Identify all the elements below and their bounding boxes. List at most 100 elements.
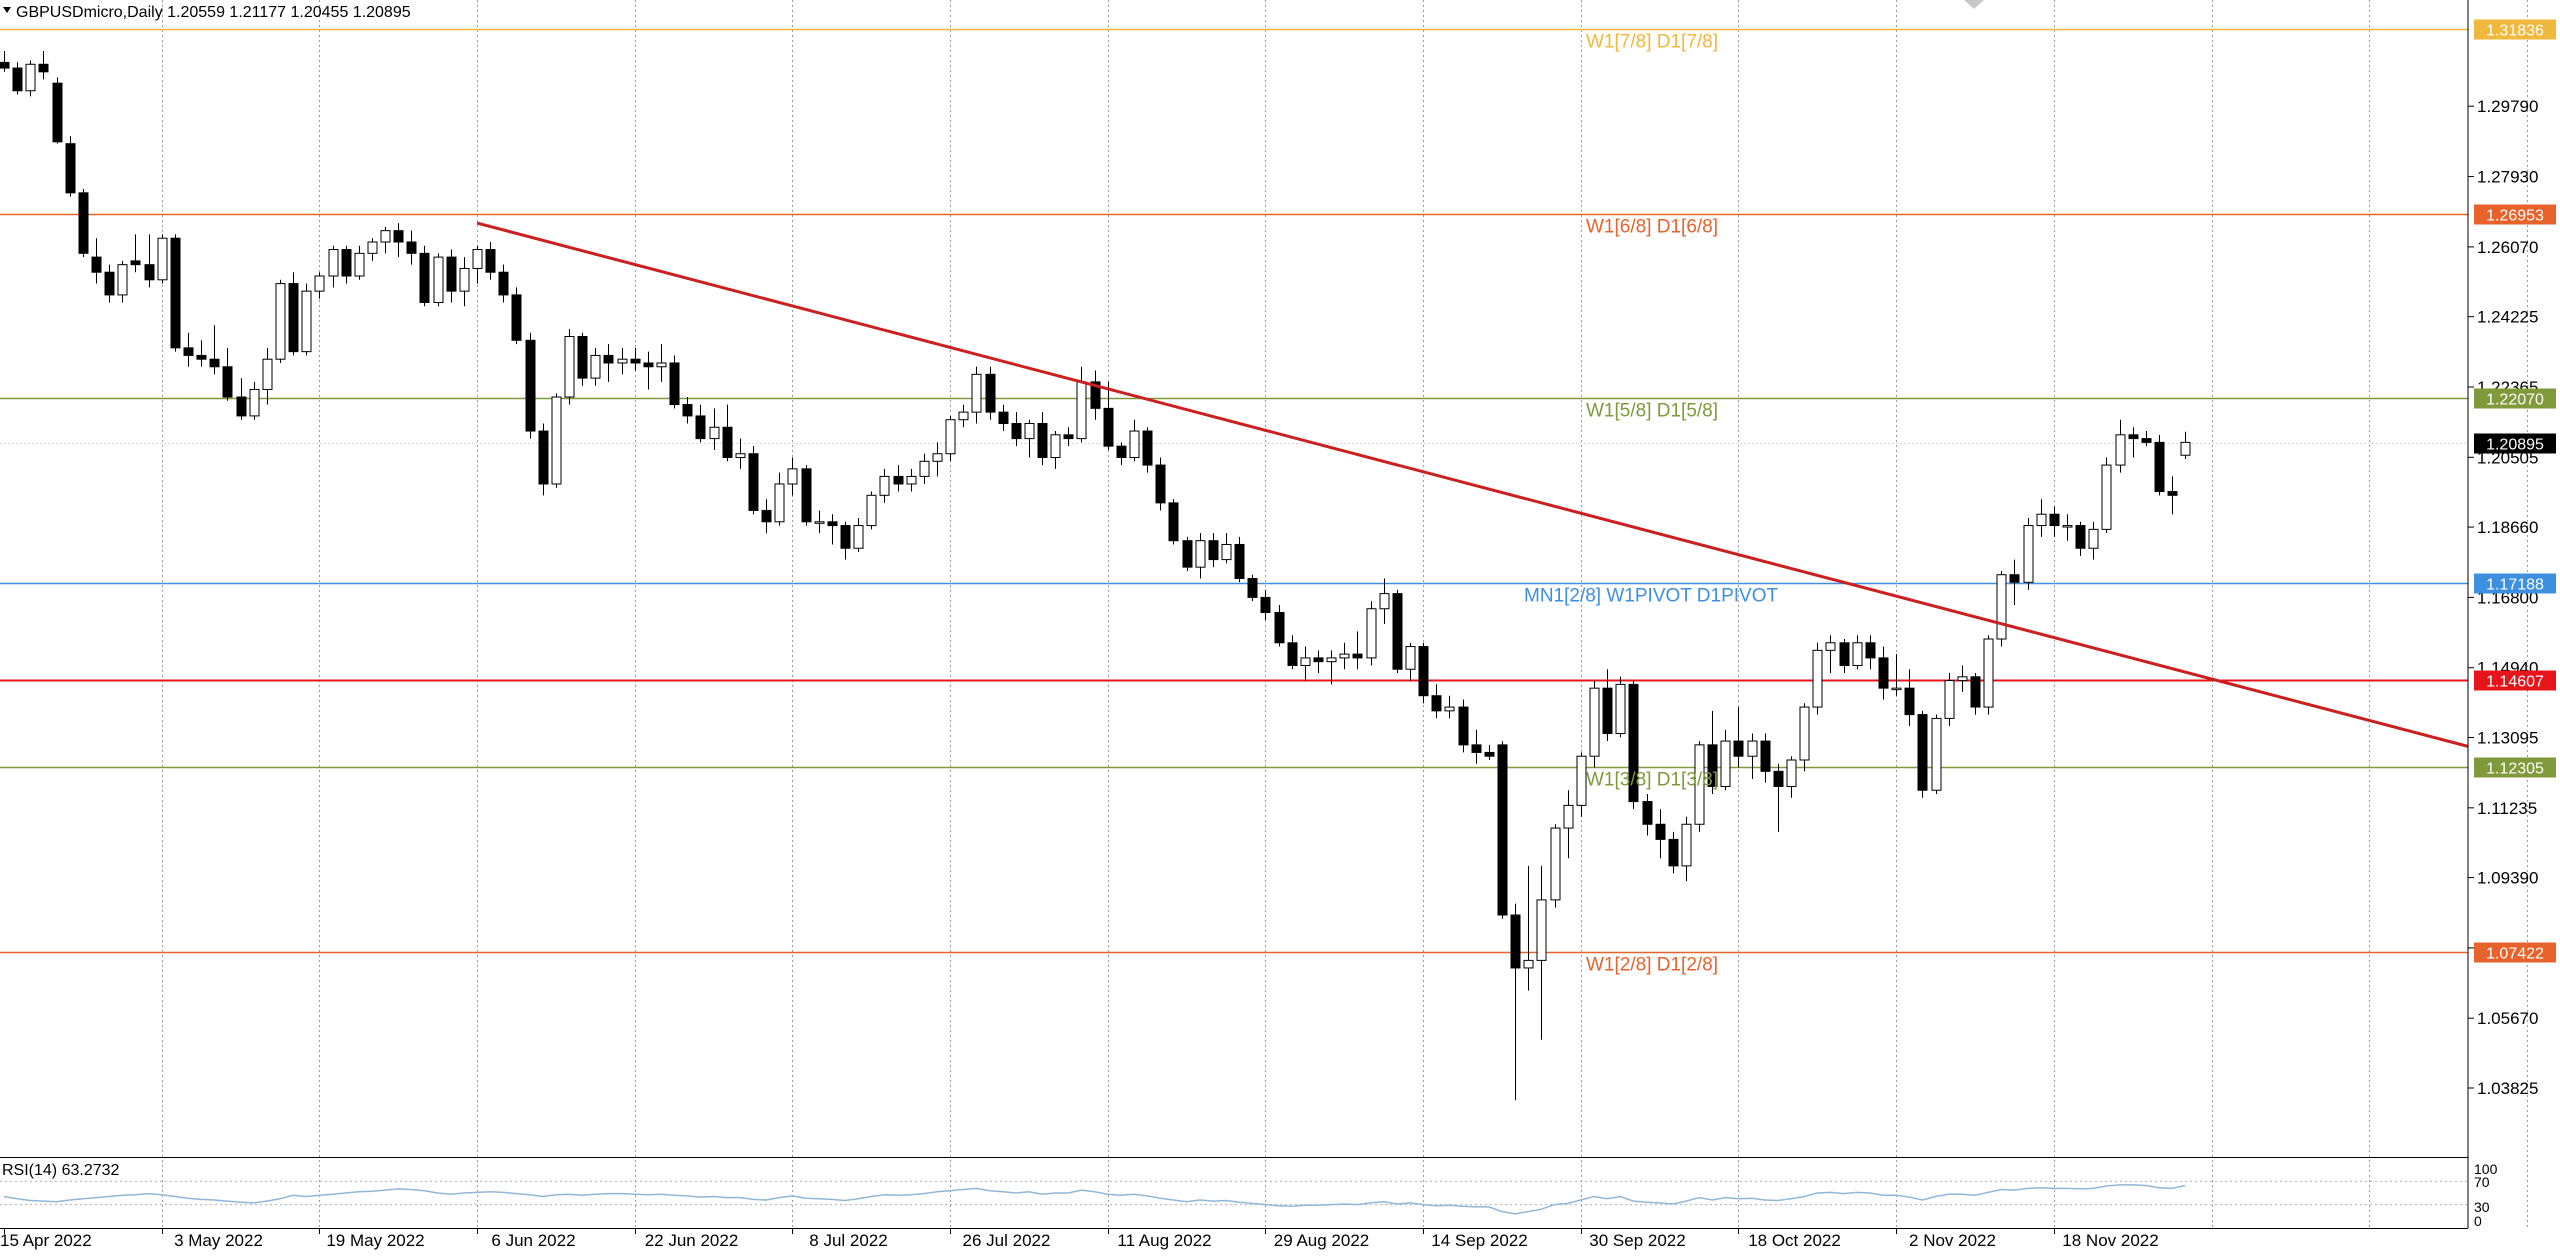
candle-bear: [840, 525, 851, 549]
price-tag: [2474, 573, 2556, 594]
candle-bear: [1247, 578, 1258, 598]
candle-bear: [1234, 543, 1245, 579]
candle-bull: [866, 494, 877, 527]
price-tag: [2474, 19, 2556, 40]
time-tick-label: 26 Jul 2022: [963, 1231, 1051, 1250]
candle-bull: [275, 283, 286, 360]
candle-bull: [1195, 540, 1206, 568]
candle-bull: [1405, 646, 1416, 670]
candle-bull: [1589, 687, 1600, 757]
candle-bear: [1037, 422, 1048, 459]
candle-bear: [1733, 740, 1744, 757]
candle-bear: [1287, 642, 1298, 666]
candle-bear: [1628, 683, 1639, 803]
price-tick-label: 1.03825: [2477, 1079, 2538, 1098]
candle-bull: [551, 396, 562, 485]
candle-bear: [1668, 838, 1679, 867]
candle-bear: [52, 82, 63, 143]
candle-bear: [630, 358, 641, 364]
rsi-tick-label: 30: [2474, 1199, 2490, 1215]
candle-bull: [774, 483, 785, 523]
time-tick-label: 15 Apr 2022: [0, 1231, 92, 1250]
candle-bull: [879, 475, 890, 496]
trendline[interactable]: [476, 221, 2469, 748]
price-tick-label: 1.18660: [2477, 518, 2538, 537]
time-tick-label: 19 May 2022: [326, 1231, 424, 1250]
candle-bull: [2023, 525, 2034, 583]
candle-bull: [2036, 513, 2047, 527]
price-tick-label: 1.27930: [2477, 168, 2538, 187]
chart-shift-marker-icon[interactable]: [1964, 0, 1984, 9]
price-tag-text: 1.17188: [2486, 577, 2544, 594]
candle-bear: [393, 230, 404, 243]
time-tick-label: 22 Jun 2022: [645, 1231, 739, 1250]
candle-bear: [1313, 657, 1324, 663]
price-tags: 1.31836 1.26953 1.22070 1.17188 1.14607 1.123…: [2474, 19, 2556, 963]
candle-bull: [367, 241, 378, 254]
candle-bear: [0, 61, 10, 69]
candle-bull: [1996, 574, 2007, 640]
price-tick-label: 1.11235: [2477, 799, 2537, 818]
candle-bull: [971, 373, 982, 413]
candle-bear: [2049, 513, 2060, 527]
candle-bear: [498, 271, 509, 296]
candle-bear: [1760, 740, 1771, 772]
candle-bull: [564, 336, 575, 398]
candle-bear: [538, 430, 549, 485]
candle-bull: [932, 453, 943, 462]
candle-bull: [590, 354, 601, 379]
candle-bear: [1970, 676, 1981, 708]
time-tick-label: 30 Sep 2022: [1589, 1231, 1685, 1250]
candle-bull: [262, 358, 273, 390]
candle-bear: [12, 67, 23, 92]
current-price-tag-text: 1.20895: [2486, 437, 2544, 454]
candle-bear: [1642, 801, 1653, 825]
candle-bull: [2088, 528, 2099, 549]
candle-bull: [157, 237, 168, 281]
time-tick-label: 29 Aug 2022: [1274, 1231, 1369, 1250]
candle-bull: [2062, 525, 2073, 528]
price-tag: [2474, 204, 2556, 225]
candle-bear: [65, 143, 76, 194]
time-tick-label: 11 Aug 2022: [1117, 1231, 1211, 1250]
price-tag-text: 1.26953: [2486, 208, 2544, 225]
collapse-triangle-icon[interactable]: [3, 7, 11, 13]
candle-bear: [682, 404, 693, 417]
candle-bull: [1563, 804, 1574, 829]
price-tag: [2474, 757, 2556, 778]
price-tick-label: 1.09390: [2477, 869, 2538, 888]
candle-bear: [38, 63, 49, 73]
candle-bear: [144, 264, 155, 281]
candle-bear: [288, 283, 299, 353]
trendline-layer[interactable]: [476, 221, 2469, 748]
candle-bear: [2009, 574, 2020, 583]
candle-bull: [709, 426, 720, 440]
price-tag-text: 1.31836: [2486, 23, 2544, 40]
candle-bear: [985, 373, 996, 413]
candle-bull: [301, 290, 312, 353]
candle-bear: [827, 521, 838, 527]
candle-bear: [236, 396, 247, 417]
level-label: W1[7/8] D1[7/8]: [1586, 32, 1718, 53]
candle-bull: [380, 230, 391, 243]
time-tick-label: 3 May 2022: [174, 1231, 263, 1250]
level-label: W1[5/8] D1[5/8]: [1586, 401, 1718, 422]
candle-bear: [485, 249, 496, 273]
candle-bear: [722, 426, 733, 459]
candle-bull: [1799, 706, 1810, 761]
candle-bull: [117, 264, 128, 296]
candle-bear: [1352, 653, 1363, 659]
candle-bear: [1431, 695, 1442, 712]
candle-bull: [1694, 744, 1705, 825]
candle-bull: [1221, 543, 1232, 561]
candle-bear: [196, 354, 207, 360]
candle-bear: [1773, 770, 1784, 787]
price-tick-label: 1.26070: [2477, 238, 2538, 257]
candlestick-series: [0, 51, 2191, 1101]
candle-bear: [419, 252, 430, 303]
price-tag: [2474, 942, 2556, 963]
candle-bear: [695, 415, 706, 440]
level-label: W1[2/8] D1[2/8]: [1586, 955, 1718, 976]
